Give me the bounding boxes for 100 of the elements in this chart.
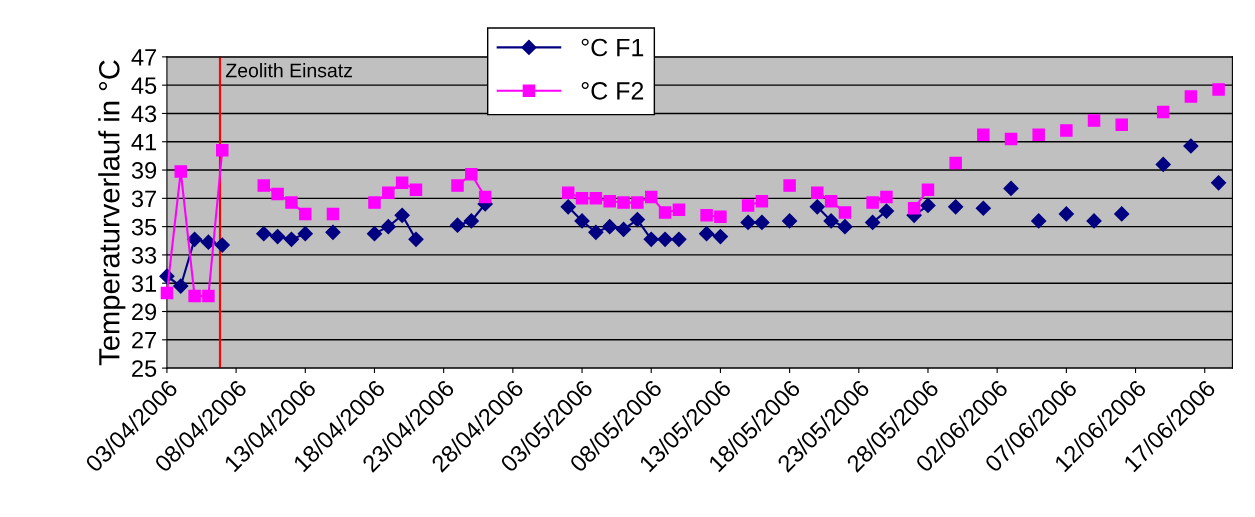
y-axis-title: Temperaturverlauf in °C: [98, 60, 126, 366]
point: [658, 206, 672, 219]
point: [783, 179, 796, 192]
point: [1031, 213, 1047, 229]
point: [755, 194, 769, 208]
point: [1155, 156, 1171, 172]
y-tick-label: 31: [131, 275, 157, 293]
y-tick-label: 43: [131, 105, 157, 123]
point: [589, 192, 603, 205]
point: [602, 219, 618, 235]
point: [1087, 114, 1101, 127]
point: [283, 231, 300, 247]
point: [617, 196, 630, 209]
point: [325, 224, 341, 240]
point: [257, 179, 271, 192]
point: [878, 203, 895, 219]
point: [285, 196, 298, 209]
point: [1032, 128, 1045, 141]
legend-label: °C F2: [581, 81, 644, 100]
point: [1183, 138, 1199, 154]
point: [837, 219, 853, 235]
point: [478, 190, 492, 204]
point: [368, 196, 381, 209]
point: [1004, 132, 1018, 146]
point: [754, 214, 770, 230]
point: [866, 196, 879, 209]
point: [823, 213, 839, 229]
y-tick-label: 37: [131, 190, 157, 208]
point: [824, 194, 838, 208]
point: [741, 199, 755, 212]
point: [216, 143, 229, 157]
point: [838, 206, 852, 219]
point: [699, 226, 715, 242]
point: [865, 214, 881, 230]
point: [948, 199, 964, 215]
y-tick-label: 35: [131, 218, 157, 236]
y-tick-label: 39: [131, 162, 157, 179]
point: [1184, 90, 1198, 103]
point: [631, 196, 644, 209]
point: [561, 186, 575, 199]
point: [214, 237, 230, 253]
point: [740, 214, 756, 230]
point: [1086, 213, 1102, 229]
point: [560, 199, 576, 215]
point: [449, 217, 466, 233]
point: [409, 183, 423, 197]
point: [1212, 83, 1225, 96]
y-tick-label: 45: [131, 77, 157, 94]
point: [271, 187, 284, 201]
point: [200, 234, 216, 250]
y-tick-label: 47: [131, 49, 157, 66]
point: [671, 231, 687, 247]
ref-line-label: Zeolith Einsatz: [225, 63, 352, 78]
point: [380, 219, 396, 235]
point: [270, 228, 286, 245]
point: [880, 190, 893, 204]
point: [811, 186, 824, 199]
point: [1060, 124, 1073, 137]
point: [809, 199, 825, 215]
point: [657, 231, 673, 247]
point: [629, 211, 645, 228]
point: [173, 278, 189, 294]
y-tick-label: 27: [132, 331, 157, 349]
point: [408, 231, 424, 247]
point: [672, 203, 686, 216]
point: [700, 209, 713, 222]
point: [394, 207, 410, 223]
point: [187, 231, 203, 247]
point: [975, 200, 991, 216]
point: [202, 289, 215, 303]
point: [574, 213, 590, 229]
point: [1114, 206, 1130, 222]
y-tick-label: 41: [131, 134, 157, 151]
point: [1003, 180, 1019, 197]
point: [949, 156, 962, 170]
point: [643, 231, 659, 247]
point: [782, 213, 798, 229]
point: [920, 197, 936, 213]
point: [615, 221, 632, 238]
point: [907, 201, 921, 215]
point: [977, 128, 990, 141]
point: [463, 213, 479, 229]
point: [395, 176, 409, 190]
point: [712, 228, 728, 245]
y-tick-label: 25: [132, 360, 157, 377]
y-tick-label: 33: [131, 247, 157, 264]
point: [299, 207, 312, 221]
point: [326, 207, 340, 221]
point: [465, 168, 478, 181]
point: [1058, 206, 1074, 222]
point: [575, 192, 589, 205]
point: [1211, 175, 1227, 191]
point: [297, 226, 313, 242]
point: [921, 183, 935, 197]
point: [188, 289, 201, 303]
point: [603, 194, 616, 208]
point: [1115, 118, 1128, 132]
point: [451, 179, 464, 192]
point: [1156, 105, 1170, 119]
legend-label: °C F1: [581, 38, 644, 57]
